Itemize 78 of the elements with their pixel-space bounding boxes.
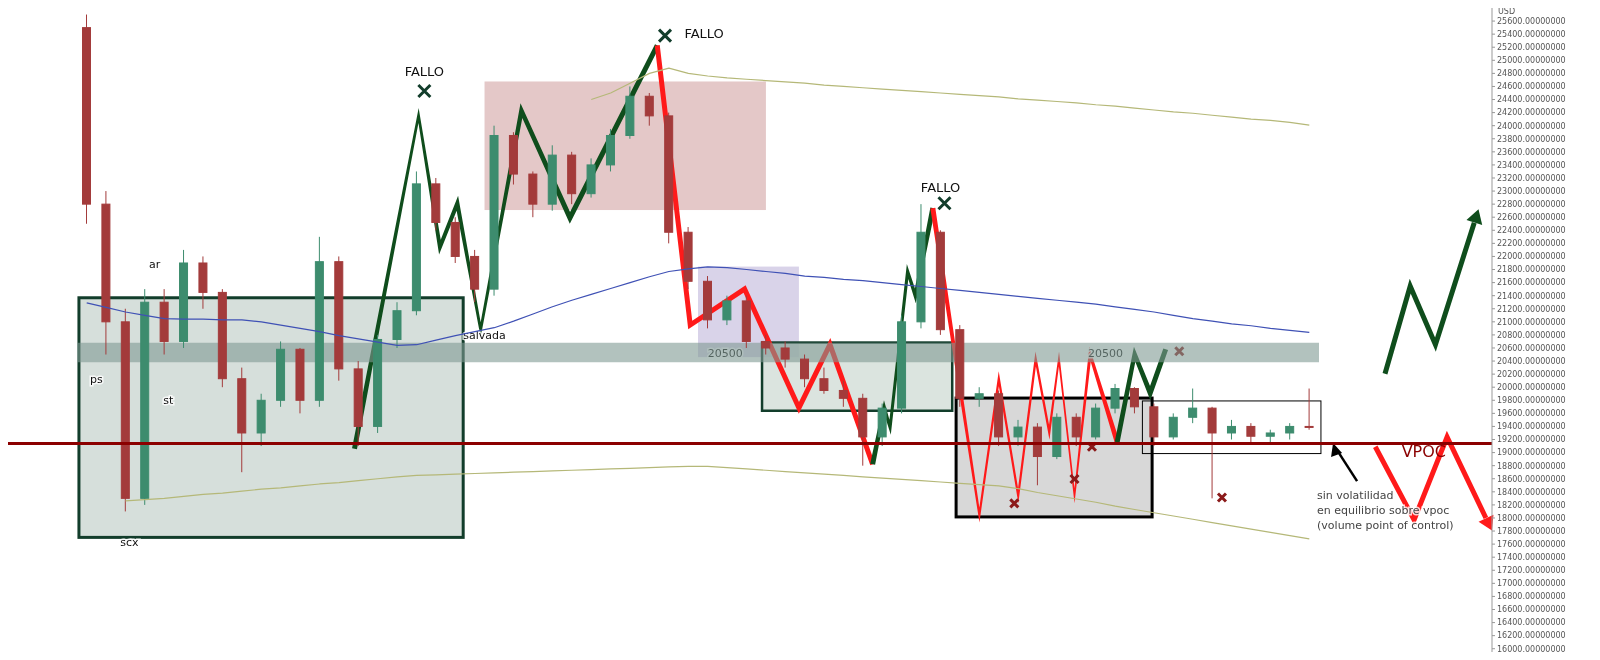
candlestick	[1226, 419, 1236, 441]
y-tick-label: 23200.00000000	[1497, 173, 1566, 183]
y-tick-label: 23400.00000000	[1497, 160, 1566, 170]
y-tick-label: 16600.00000000	[1497, 605, 1566, 615]
y-tick-label: 21200.00000000	[1497, 304, 1566, 314]
y-tick-label: 24600.00000000	[1497, 82, 1566, 92]
y-tick-label: 20600.00000000	[1497, 343, 1566, 353]
candlestick	[722, 295, 732, 326]
line-series	[86, 266, 1310, 346]
line-series	[590, 67, 1310, 126]
y-tick-label: 25200.00000000	[1497, 43, 1566, 53]
candlestick	[761, 334, 771, 356]
y-tick-label: 17600.00000000	[1497, 539, 1566, 549]
candlestick	[974, 386, 984, 408]
y-tick-label: 24400.00000000	[1497, 95, 1566, 105]
y-tick-label: 25000.00000000	[1497, 56, 1566, 66]
y-tick-label: 16400.00000000	[1497, 618, 1566, 628]
y-tick-label: 23800.00000000	[1497, 134, 1566, 144]
annotation: FALLO	[684, 25, 724, 41]
candlestick	[1304, 388, 1314, 431]
candlestick	[1013, 419, 1023, 447]
line-series	[124, 465, 1310, 540]
candlestick	[644, 92, 654, 127]
y-tick-label: 24800.00000000	[1497, 69, 1566, 79]
annotation: ar	[148, 257, 161, 271]
y-tick-label: 19600.00000000	[1497, 409, 1566, 419]
annotation: 20500	[707, 346, 743, 360]
y-tick-label: 18000.00000000	[1497, 513, 1566, 523]
y-tick-label: 23000.00000000	[1497, 186, 1566, 196]
candlestick	[1188, 388, 1198, 424]
y-tick-label: 18800.00000000	[1497, 461, 1566, 471]
annotation: scx	[120, 535, 140, 549]
y-tick-label: 20800.00000000	[1497, 330, 1566, 340]
y-tick-label: 18600.00000000	[1497, 474, 1566, 484]
y-axis-title: USD	[1498, 6, 1516, 16]
y-tick-label: 17800.00000000	[1497, 526, 1566, 536]
y-tick-label: 21400.00000000	[1497, 291, 1566, 301]
candlestick	[1168, 412, 1178, 441]
y-tick-label: 21600.00000000	[1497, 278, 1566, 288]
annotation: ps	[90, 372, 104, 386]
y-tick-label: 16200.00000000	[1497, 631, 1566, 641]
y-tick-label: 24200.00000000	[1497, 108, 1566, 118]
candlestick	[1071, 412, 1081, 447]
annotation: FALLO	[920, 179, 961, 195]
y-tick-label: 19400.00000000	[1497, 422, 1566, 432]
annotation: FALLO	[404, 63, 445, 79]
y-tick-label: 20400.00000000	[1497, 356, 1566, 366]
y-tick-label: 17200.00000000	[1497, 566, 1566, 576]
candlestick	[780, 340, 790, 369]
y-tick-label: 19800.00000000	[1497, 396, 1566, 406]
y-tick-label: 19200.00000000	[1497, 435, 1566, 445]
y-tick-label: 19000.00000000	[1497, 448, 1566, 458]
y-tick-label: 21800.00000000	[1497, 265, 1566, 275]
y-tick-label: 22200.00000000	[1497, 239, 1566, 249]
y-tick-label: 16800.00000000	[1497, 592, 1566, 602]
y-tick-label: 23600.00000000	[1497, 147, 1566, 157]
y-tick-label: 18200.00000000	[1497, 500, 1566, 510]
y-tick-label: 22800.00000000	[1497, 199, 1566, 209]
y-tick-label: 16000.00000000	[1497, 644, 1566, 654]
y-tick-label: 20200.00000000	[1497, 369, 1566, 379]
y-tick-label: 21000.00000000	[1497, 317, 1566, 327]
candlestick	[1129, 386, 1139, 414]
y-tick-label: 22600.00000000	[1497, 213, 1566, 223]
candlestick	[800, 354, 810, 388]
y-tick-label: 17400.00000000	[1497, 553, 1566, 563]
annotation: st	[163, 393, 174, 407]
y-tick-label: 25400.00000000	[1497, 29, 1566, 39]
y-tick-label: 25600.00000000	[1497, 16, 1566, 26]
y-tick-label: 18400.00000000	[1497, 487, 1566, 497]
y-tick-label: 17000.00000000	[1497, 579, 1566, 589]
y-tick-label: 24000.00000000	[1497, 121, 1566, 131]
y-tick-label: 20000.00000000	[1497, 383, 1566, 393]
y-tick-label: 22000.00000000	[1497, 252, 1566, 262]
y-tick-label: 22400.00000000	[1497, 226, 1566, 236]
candlestick	[838, 380, 848, 408]
candlestick	[1110, 383, 1120, 414]
candlestick	[1246, 422, 1256, 444]
candlestick	[819, 367, 829, 395]
